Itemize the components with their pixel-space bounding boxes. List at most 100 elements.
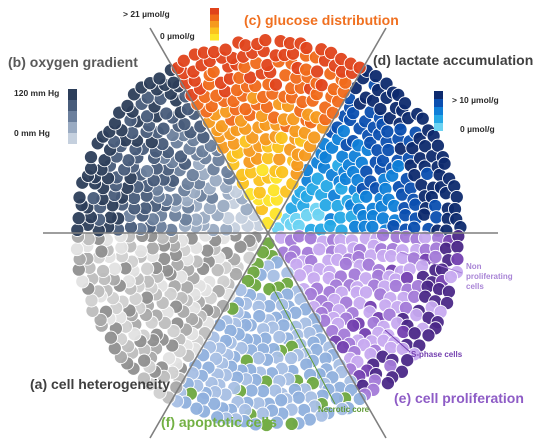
cell [86,191,101,206]
scale-swatch [68,100,77,111]
cell [207,44,222,60]
necrotic-core-label: Necrotic core [318,405,370,414]
scale-swatch [434,115,443,123]
cell [107,261,122,276]
cell [96,263,111,279]
scale-swatch [434,99,443,107]
cell [449,189,464,205]
cell [252,309,267,324]
cell [272,152,287,167]
cell [307,130,322,145]
lactate-scale-high-label: > 10 µmol/g [452,95,499,105]
cell [140,109,155,124]
oxygen-gradient-title: (b) oxygen gradient [8,54,138,70]
cell [336,124,351,139]
cell-layer [69,33,468,433]
cell [214,119,229,134]
cell [314,78,329,93]
cell [189,401,204,416]
lactate-accumulation-title: (d) lactate accumulation [373,52,534,68]
cell [69,242,85,257]
cell [240,273,256,289]
scale-swatch [68,89,77,100]
cell [251,351,266,366]
cell [258,33,273,48]
cell [145,241,160,256]
cell [161,351,177,366]
cell [166,324,181,339]
cell [299,40,314,56]
scale-swatch [68,111,77,122]
cell [228,267,244,282]
cell [450,239,465,254]
scale-swatch [210,8,219,15]
cell [291,390,306,405]
cell [176,53,191,68]
cell [72,190,87,205]
cell [275,165,290,180]
cell [266,268,281,283]
cell [400,353,415,368]
glucose-scale-low-label: 0 µmol/g [160,31,195,41]
cell [216,198,231,213]
scale-swatch [434,91,443,99]
non-proliferating-line-1: Non [466,262,482,271]
scale-swatch [68,133,77,144]
cell [346,318,361,333]
cell [71,211,86,226]
non-proliferating-cells-label: Non proliferating cells [466,262,513,292]
cell [284,351,299,366]
cell [274,393,289,408]
cell [380,376,395,391]
necrotic-core-leader [271,285,336,405]
cell [136,371,151,386]
cell [335,401,350,417]
scale-swatch [68,122,77,133]
cell [137,353,152,368]
cell [103,210,118,225]
cell [266,183,281,198]
cell [359,189,374,204]
apoptotic-cells-title: (f) apoptotic cells [161,414,277,430]
s-phase-leader [384,329,411,353]
scale-swatch [210,34,219,41]
non-proliferating-line-2: proliferating [466,272,513,281]
cell [173,149,188,164]
cell [399,270,415,286]
cell [94,244,109,259]
cell [437,156,452,171]
cell [312,242,327,257]
cell [380,124,395,139]
cell [311,207,326,222]
non-proliferating-line-3: cells [466,282,484,291]
cell [292,229,307,244]
cell [218,42,233,57]
cell [93,312,108,327]
cell [139,164,155,179]
lactate-scale-low-label: 0 µmol/g [460,124,495,134]
cell [421,328,436,343]
cell [169,380,184,395]
scale-swatch [210,14,219,21]
cell [381,142,396,158]
sector-glucose [170,33,367,231]
sector-apoptotic [170,236,367,433]
sector-oxygen [70,62,266,238]
oxygen-scale-low-label: 0 mm Hg [14,128,50,138]
cell [163,287,178,302]
cell [409,308,424,323]
sector-lactate [270,63,468,238]
cell [209,351,224,366]
cell [70,222,85,237]
cell [152,71,167,86]
cell [185,167,200,183]
cell [375,228,391,243]
cell [140,261,155,276]
cell [103,330,118,345]
cell [255,245,270,260]
oxygen-scale-high-label: 120 mm Hg [14,88,60,98]
cell [338,256,353,271]
glucose-color-scale [210,8,219,41]
cell [210,410,225,425]
sector-proliferation [273,228,466,402]
